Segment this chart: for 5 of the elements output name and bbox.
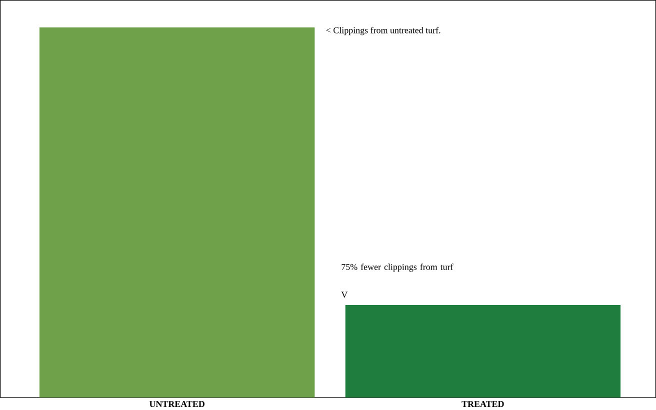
- annotation: V: [341, 292, 348, 298]
- annotation: 75% fewer clippings from turf: [342, 263, 454, 272]
- x-tick-label: TREATED: [462, 400, 504, 407]
- annotation: < Clippings from untreated turf.: [326, 26, 440, 35]
- x-tick-label: UNTREATED: [149, 400, 204, 407]
